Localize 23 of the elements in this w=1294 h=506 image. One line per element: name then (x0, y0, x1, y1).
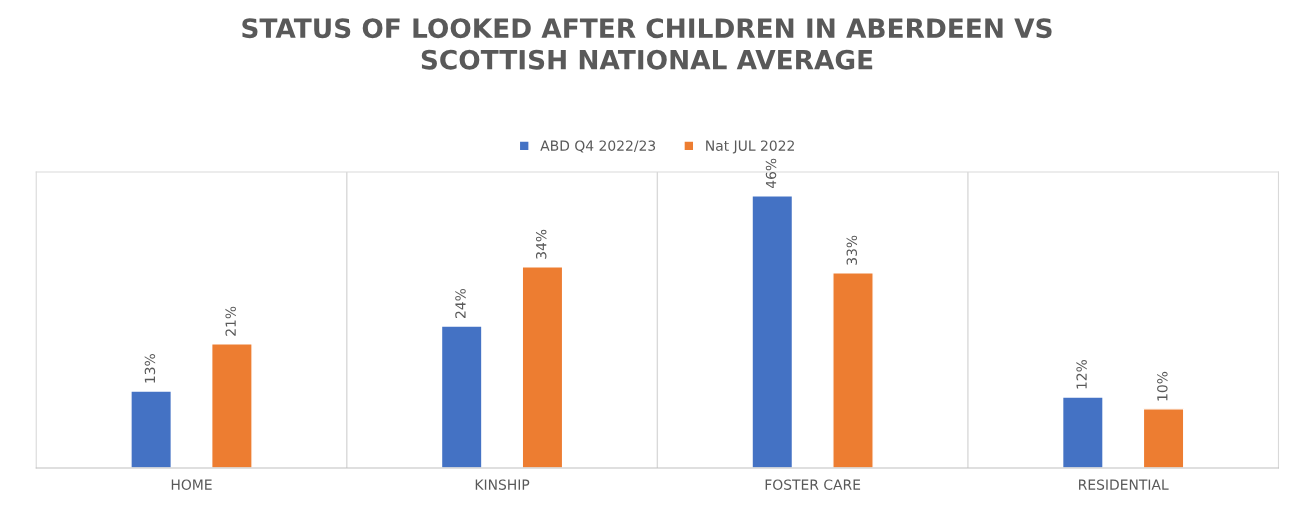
data-label: 24% (455, 288, 466, 318)
data-label: 10% (1157, 371, 1168, 401)
data-label: 21% (225, 306, 236, 336)
bar (130, 390, 173, 469)
chart-title: STATUS OF LOOKED AFTER CHILDREN IN ABERDEEN VS SCOTTISH NATIONAL AVERAGE (242, 18, 1052, 70)
bar (440, 325, 483, 469)
data-label: 46% (765, 158, 777, 189)
x-tick-label: KINSHIP (475, 479, 530, 490)
x-tick-label: FOSTER CARE (765, 479, 861, 490)
bar (832, 271, 874, 469)
legend-label: ABD Q4 2022/23 (540, 140, 656, 153)
bar (211, 343, 253, 469)
data-label: 34% (535, 229, 547, 259)
bar (1061, 396, 1104, 469)
data-label: 13% (144, 354, 156, 383)
x-tick-label: HOME (171, 479, 212, 490)
data-label: 33% (846, 235, 858, 265)
bar (751, 195, 794, 469)
bar (521, 266, 564, 469)
legend-label: Nat JUL 2022 (706, 140, 794, 154)
data-label: 12% (1076, 359, 1087, 389)
bar (1142, 408, 1185, 469)
x-tick-label: RESIDENTIAL (1079, 479, 1169, 490)
